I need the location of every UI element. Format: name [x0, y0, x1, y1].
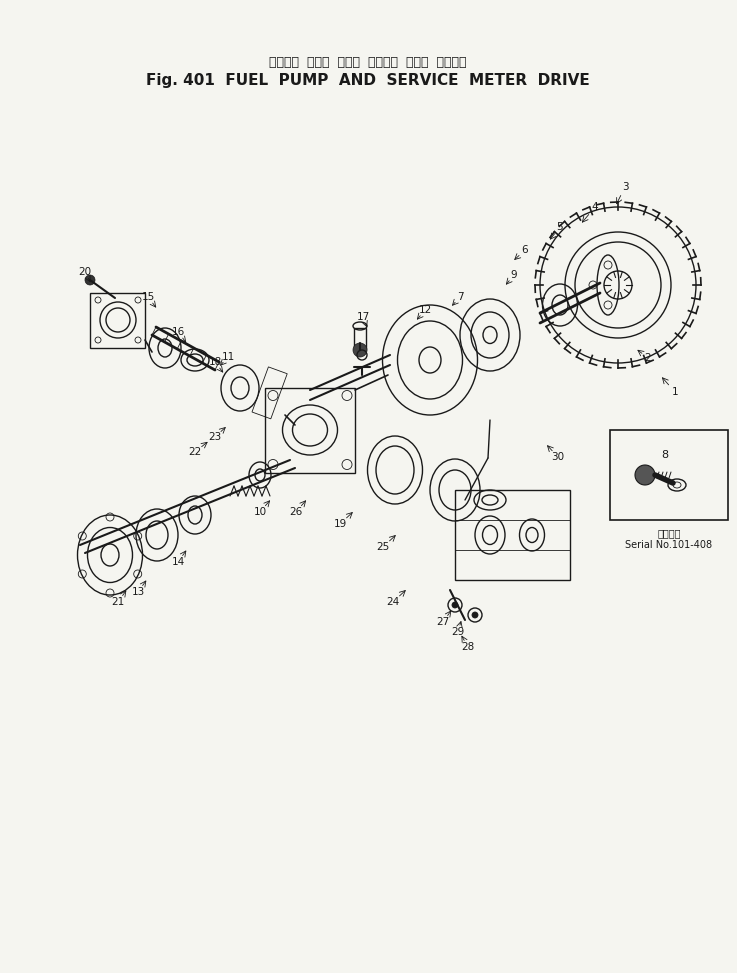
Text: 17: 17	[357, 312, 370, 322]
Bar	[455, 490, 570, 580]
Text: 1: 1	[671, 387, 678, 397]
Text: 6: 6	[522, 245, 528, 255]
Text: 11: 11	[221, 352, 234, 362]
Text: 14: 14	[172, 557, 185, 567]
Text: 20: 20	[78, 267, 91, 277]
Text: フェエル  ポンプ  および  サービス  メータ  ドライブ: フェエル ポンプ および サービス メータ ドライブ	[269, 56, 467, 69]
Text: 25: 25	[377, 542, 390, 552]
Text: 26: 26	[290, 507, 303, 517]
Text: 21: 21	[111, 597, 125, 607]
Bar	[354, 328, 366, 350]
Text: Serial No.101-408: Serial No.101-408	[626, 540, 713, 550]
Text: 12: 12	[419, 305, 432, 315]
Bar	[91, 293, 145, 347]
Text: 9: 9	[511, 270, 517, 280]
Text: 27: 27	[436, 617, 450, 627]
Text: 13: 13	[131, 587, 144, 597]
Text: 18: 18	[209, 357, 222, 367]
Text: 15: 15	[142, 292, 155, 302]
Text: 29: 29	[451, 627, 464, 637]
Text: 10: 10	[254, 507, 267, 517]
Text: 19: 19	[333, 519, 346, 529]
Text: 8: 8	[661, 450, 668, 460]
Bar	[610, 430, 728, 520]
Text: 7: 7	[457, 292, 464, 302]
Text: 16: 16	[172, 327, 185, 337]
Text: 2: 2	[645, 353, 652, 363]
Circle shape	[452, 602, 458, 608]
Text: 28: 28	[461, 642, 475, 652]
Circle shape	[85, 275, 95, 285]
Bar	[265, 387, 355, 473]
Text: 24: 24	[386, 597, 399, 607]
Text: Fig. 401  FUEL  PUMP  AND  SERVICE  METER  DRIVE: Fig. 401 FUEL PUMP AND SERVICE METER DRI…	[146, 73, 590, 88]
Text: 22: 22	[189, 447, 202, 457]
Text: 3: 3	[622, 182, 629, 192]
Text: 30: 30	[551, 452, 565, 462]
Text: 5: 5	[556, 222, 563, 232]
Text: 通用号機: 通用号機	[657, 528, 681, 538]
Text: 4: 4	[592, 202, 598, 212]
Bar	[252, 367, 287, 418]
Circle shape	[353, 343, 367, 357]
Circle shape	[472, 612, 478, 618]
Circle shape	[635, 465, 655, 485]
Text: 23: 23	[209, 432, 222, 442]
